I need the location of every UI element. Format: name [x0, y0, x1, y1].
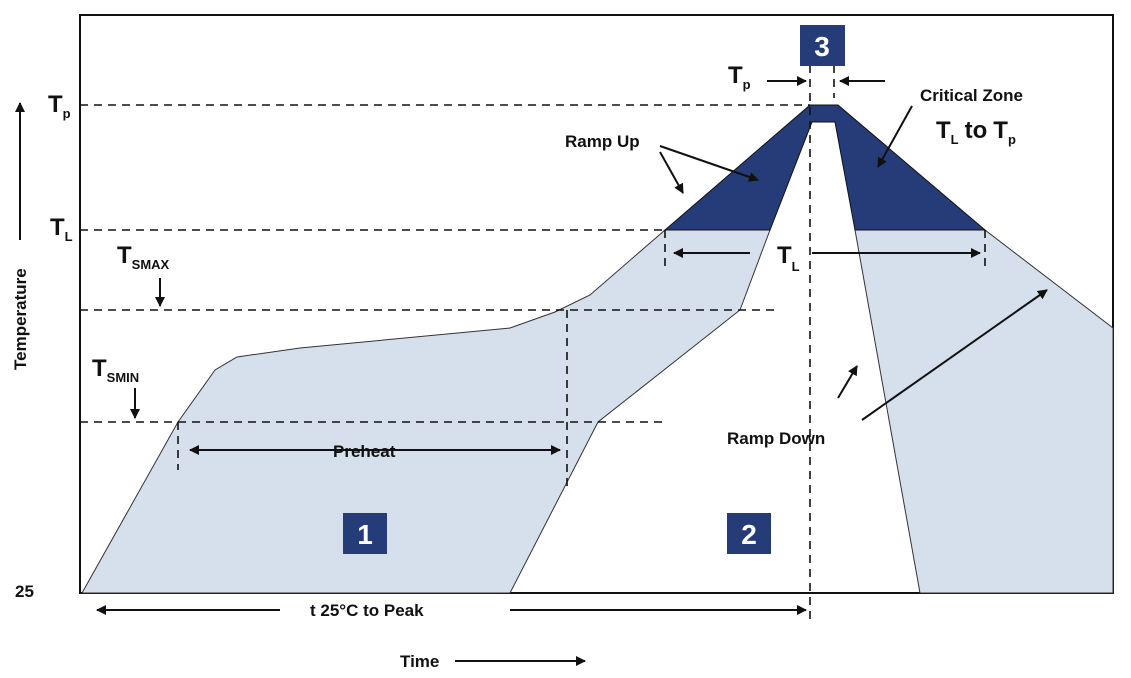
baseline-label: 25 [15, 582, 34, 601]
guide-lines [80, 65, 986, 622]
zone-2-badge: 2 [727, 513, 771, 554]
y-axis-label: Temperature [11, 268, 30, 370]
critical-zone-arrow [877, 105, 913, 168]
x-axis-label: Time [400, 652, 439, 671]
svg-text:1: 1 [357, 519, 373, 550]
svg-text:3: 3 [814, 31, 830, 62]
ramp-down-arrow-1 [837, 365, 858, 399]
critical-zone-region [663, 104, 987, 231]
tsmin-label: TSMIN [92, 355, 139, 385]
tl-axis-label: TL [50, 214, 73, 244]
ramp-down-label: Ramp Down [727, 429, 825, 448]
critical-zone-label: Critical Zone [920, 86, 1023, 105]
tp-width-label: Tp [728, 62, 751, 92]
svg-text:2: 2 [741, 519, 757, 550]
preheat-label: Preheat [333, 442, 396, 461]
t25-to-peak-label: t 25°C to Peak [310, 601, 424, 620]
zone-1-badge: 1 [343, 513, 387, 554]
tsmax-label: TSMAX [117, 242, 170, 272]
ramp-up-arrow-2 [659, 145, 759, 182]
arrows [15, 76, 1048, 666]
plot-frame [79, 14, 1114, 594]
tp-axis-label: Tp [48, 91, 71, 121]
preheat-region [81, 229, 771, 594]
zone-3-badge: 3 [800, 25, 845, 66]
tl-width-label: TL [777, 242, 800, 274]
ramp-down-arrow-2 [861, 289, 1048, 421]
critical-range-label: TL to Tp [936, 117, 1016, 147]
ramp-up-label: Ramp Up [565, 132, 640, 151]
cooling-region [854, 229, 1114, 594]
ramp-up-arrow-1 [659, 151, 684, 194]
